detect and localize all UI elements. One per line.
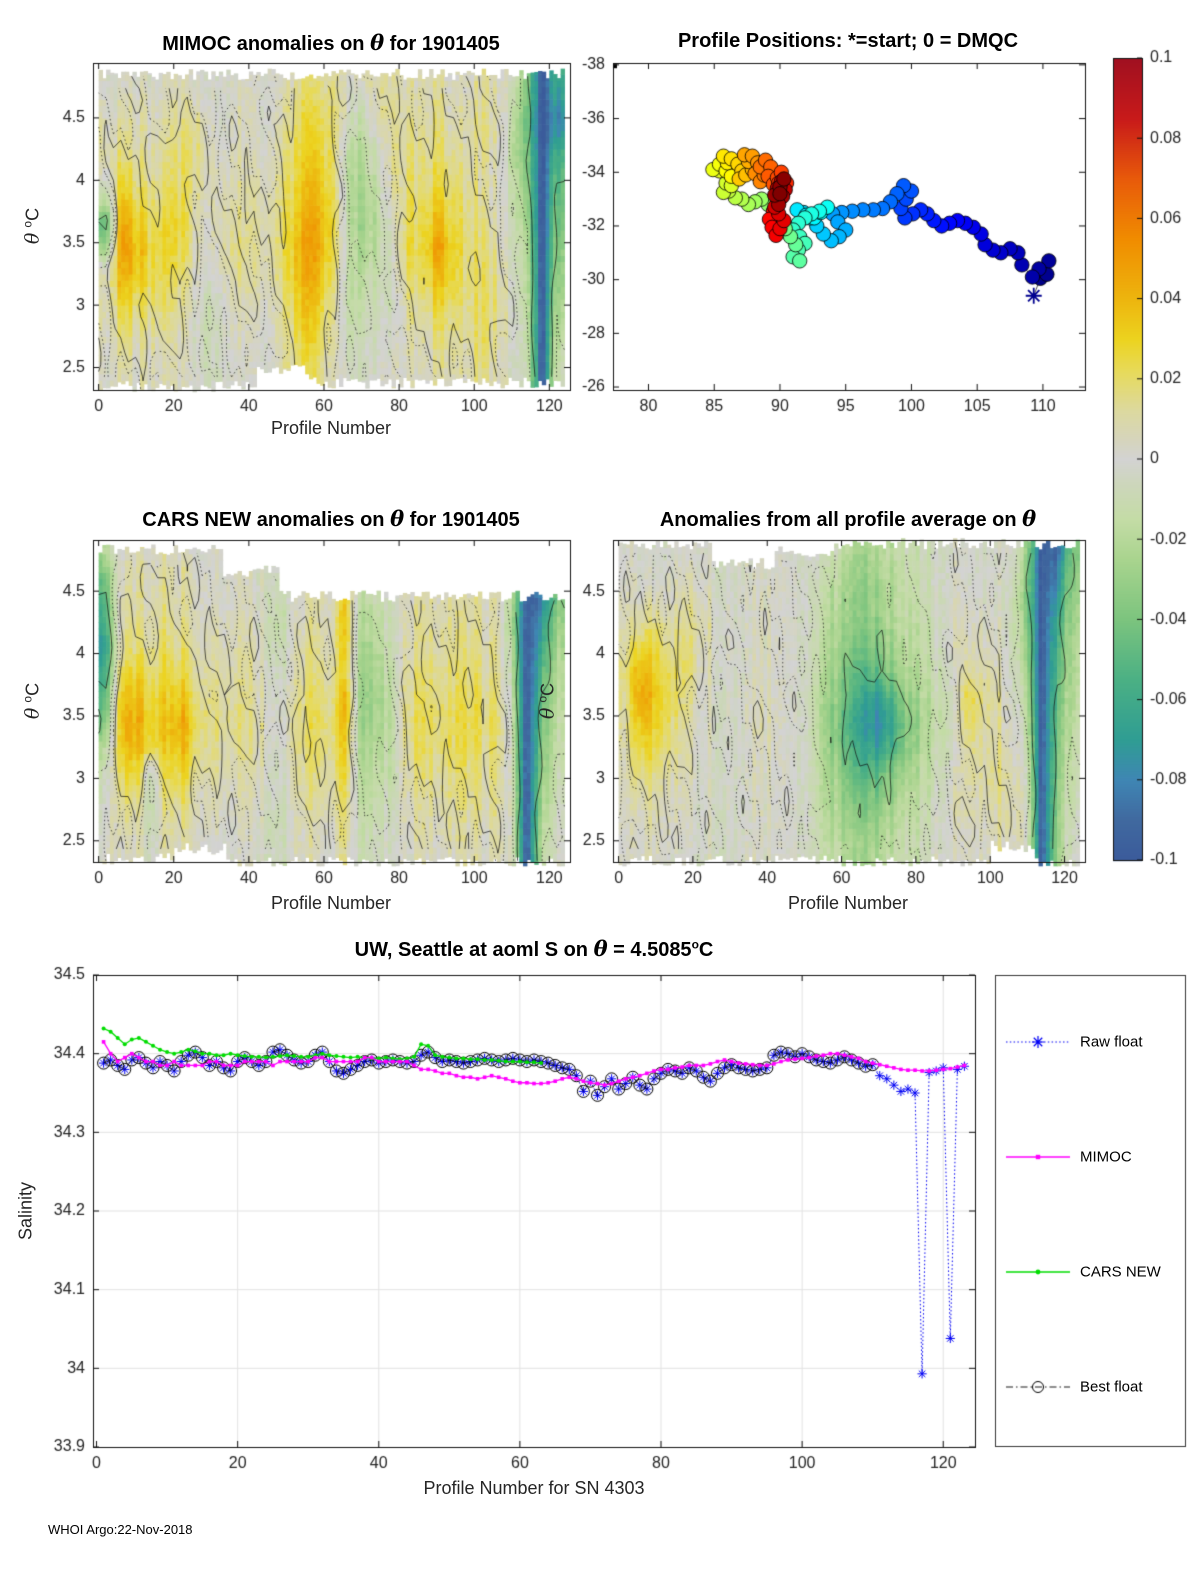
theta-symbol: θ: [370, 30, 385, 55]
footer-text: WHOI Argo:22-Nov-2018: [48, 1522, 193, 1537]
panel-title-salinity: UW, Seattle at aoml S on θ = 4.5085oC: [355, 936, 714, 962]
degree-sup: o: [691, 937, 699, 952]
unit-text: C: [537, 682, 558, 696]
title-text: MIMOC anomalies on: [162, 33, 371, 55]
theta-symbol: θ: [21, 232, 44, 245]
unit-text: C: [22, 207, 43, 221]
panel-title-cars: CARS NEW anomalies on θ for 1901405: [142, 506, 519, 532]
ylabel-cars-theta: θ oC: [21, 683, 44, 719]
xlabel-salinity: Profile Number for SN 4303: [423, 1478, 645, 1498]
ylabel-avg-theta: θ oC: [536, 683, 559, 719]
title-text: for 1901405: [384, 33, 500, 55]
title-text: for 1901405: [404, 509, 520, 531]
theta-symbol: θ: [1022, 506, 1037, 531]
degree-sup: o: [20, 220, 35, 228]
legend-label-raw-float: Raw float: [1080, 1033, 1143, 1051]
panel-title-avg: Anomalies from all profile average on θ: [660, 506, 1036, 532]
panel-title-positions: Profile Positions: *=start; 0 = DMQC: [678, 30, 1018, 53]
theta-symbol: θ: [536, 707, 559, 720]
title-text: CARS NEW anomalies on: [142, 509, 391, 531]
legend-label-mimoc: MIMOC: [1080, 1148, 1132, 1166]
xlabel-avg: Profile Number: [787, 893, 909, 913]
unit-text: C: [22, 682, 43, 696]
theta-symbol: θ: [593, 936, 608, 961]
panel-title-mimoc: MIMOC anomalies on θ for 1901405: [162, 30, 499, 56]
xlabel-cars: Profile Number: [270, 893, 392, 913]
ylabel-mimoc-theta: θ oC: [21, 208, 44, 244]
ylabel-salinity: Salinity: [15, 1181, 36, 1241]
title-text: = 4.5085: [607, 939, 692, 961]
title-text: C: [698, 939, 714, 961]
legend-label-cars-new: CARS NEW: [1080, 1263, 1161, 1281]
xlabel-mimoc: Profile Number: [270, 418, 392, 438]
degree-sup: o: [20, 695, 35, 703]
title-text: Anomalies from all profile average on: [659, 509, 1023, 531]
title-text: UW, Seattle at aoml S on: [354, 939, 594, 961]
title-text: Profile Positions: *=start; 0 = DMQC: [677, 30, 1019, 52]
theta-symbol: θ: [21, 707, 44, 720]
theta-symbol: θ: [390, 506, 405, 531]
degree-sup: o: [535, 695, 550, 703]
legend-label-best-float: Best float: [1080, 1378, 1143, 1396]
